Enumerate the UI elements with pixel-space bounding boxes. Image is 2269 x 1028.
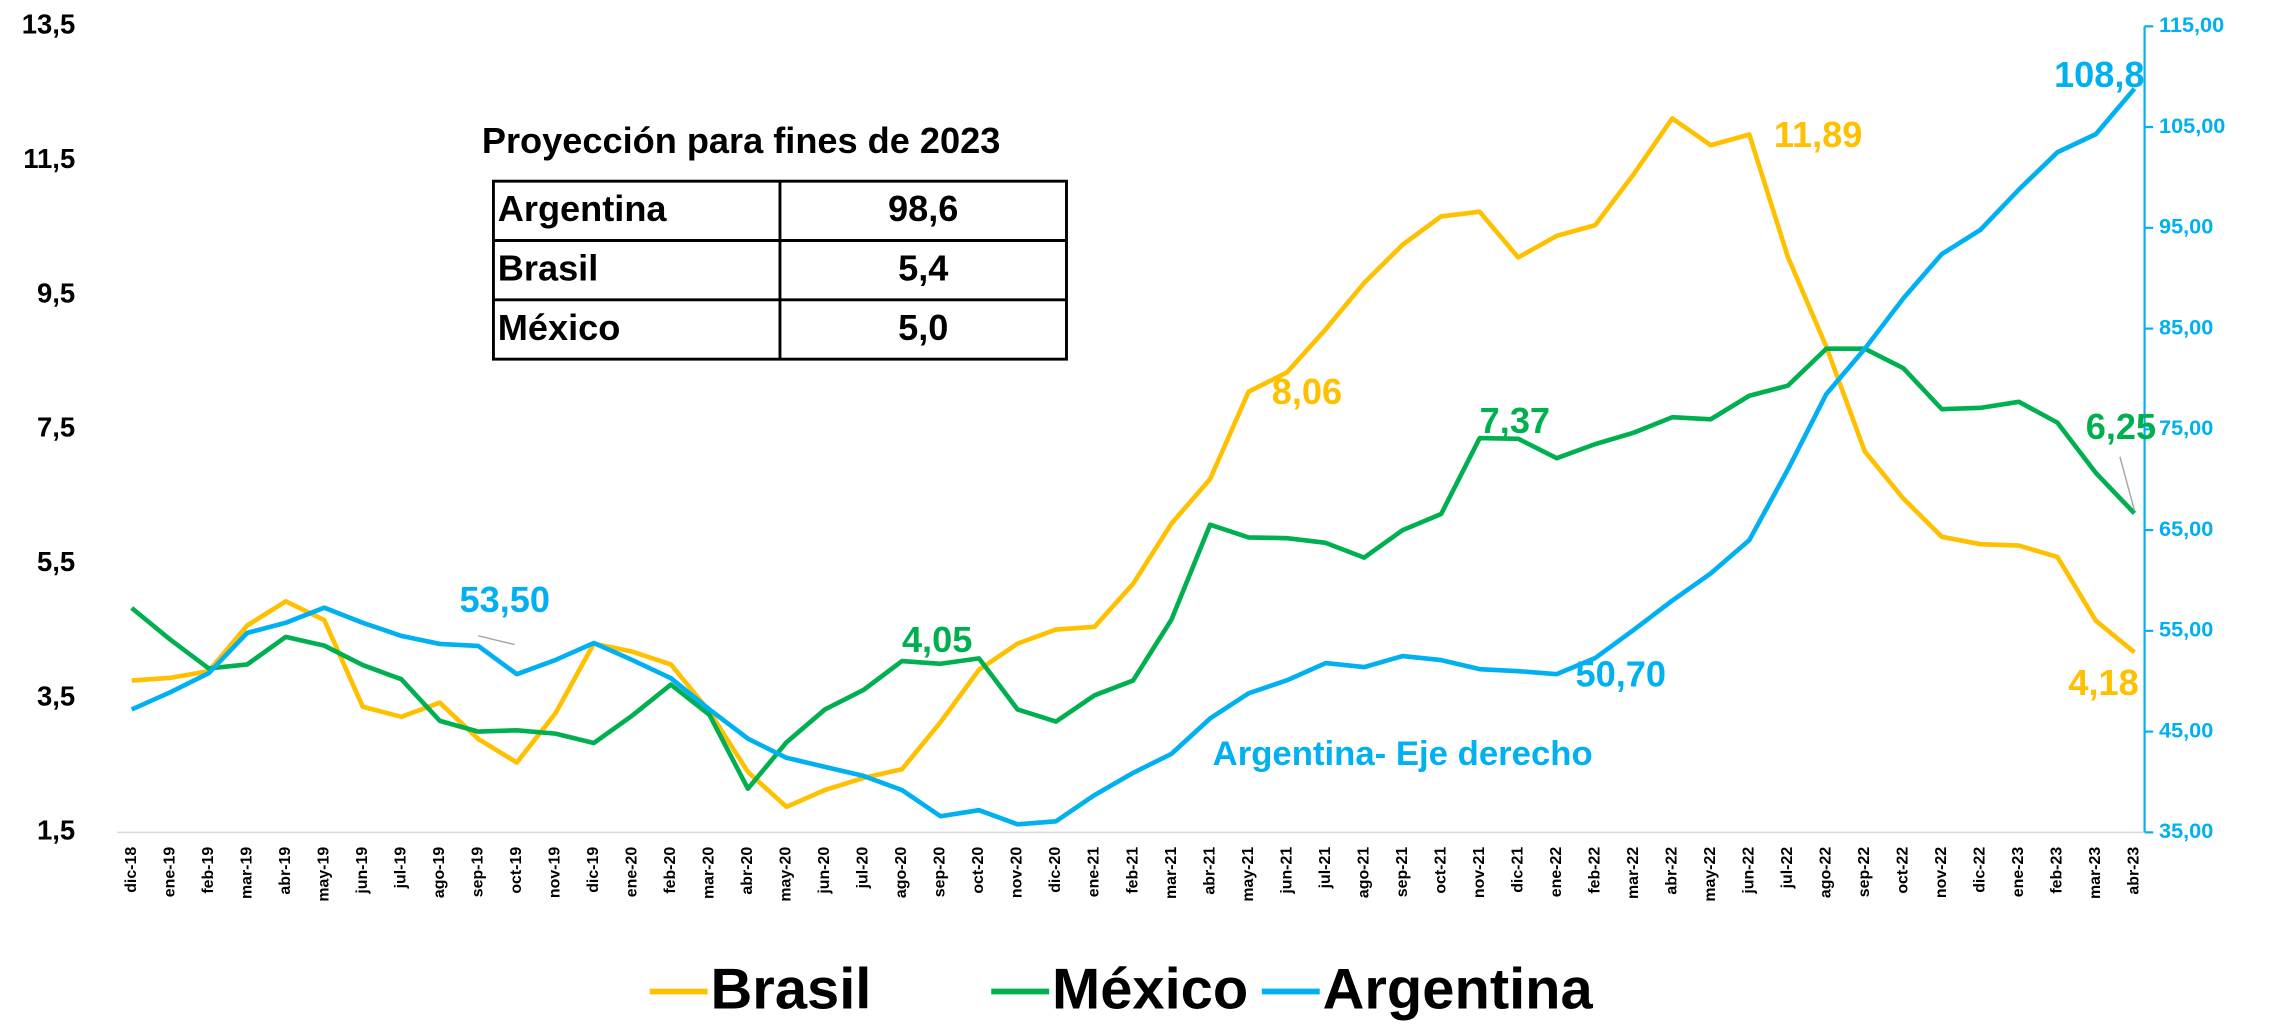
x-tick-label: feb-21: [1124, 847, 1141, 894]
series-line: [130, 346, 2137, 792]
x-tick-label: dic-22: [1972, 847, 1989, 893]
y2-tick-label: 75,00: [2159, 415, 2213, 440]
x-tick-label: dic-19: [585, 847, 602, 893]
x-tick-label: jun-20: [816, 847, 833, 895]
data-label: 7,37: [1480, 400, 1550, 441]
data-label: 50,70: [1576, 654, 1666, 695]
x-tick-label: ago-19: [431, 847, 448, 898]
x-tick-label: nov-21: [1471, 847, 1488, 898]
x-tick-label: jul-22: [1779, 847, 1796, 890]
y-tick-label: 5,5: [37, 546, 75, 577]
x-tick-label: ene-20: [624, 847, 641, 898]
y-tick-label: 3,5: [37, 680, 75, 711]
x-tick-label: feb-22: [1586, 847, 1603, 894]
x-tick-label: mar-22: [1625, 847, 1642, 899]
table-cell: Brasil: [498, 247, 598, 288]
x-tick-label: sep-21: [1394, 847, 1411, 898]
table-title: Proyección para fines de 2023: [482, 120, 1001, 161]
series-line: [131, 116, 2136, 810]
x-tick-label: oct-22: [1895, 847, 1912, 894]
data-label: 6,25: [2086, 406, 2156, 447]
y-tick-label: 7,5: [37, 412, 75, 443]
data-label: 4,18: [2068, 662, 2138, 703]
data-label: 53,50: [459, 579, 549, 620]
y-tick-label: 13,5: [22, 9, 76, 40]
series-line: [130, 87, 2137, 827]
x-tick-label: ene-22: [1548, 847, 1565, 898]
x-tick-label: mar-21: [1163, 847, 1180, 899]
table: [492, 179, 1068, 361]
y-tick-label: 1,5: [37, 815, 75, 846]
x-tick-label: abr-22: [1663, 847, 1680, 895]
x-tick-label: may-20: [778, 847, 795, 902]
x-tick-label: jun-22: [1740, 847, 1757, 895]
x-tick-label: feb-20: [662, 847, 679, 894]
x-tick-label: sep-22: [1856, 847, 1873, 898]
data-label: 4,05: [902, 619, 972, 660]
y2-tick-label: 95,00: [2159, 214, 2213, 239]
y2-tick-label: 35,00: [2159, 818, 2213, 843]
data-label: 108,8: [2054, 54, 2144, 95]
table-cell: México: [498, 307, 621, 348]
x-tick-label: ene-19: [161, 847, 178, 898]
data-label: 11,89: [1774, 114, 1862, 155]
x-tick-label: jun-21: [1278, 847, 1295, 895]
x-tick-label: ene-23: [2010, 847, 2027, 898]
legend-label: Brasil: [711, 957, 872, 1021]
y2-tick-label: 115,00: [2159, 12, 2224, 37]
x-tick-label: feb-23: [2049, 847, 2066, 894]
x-tick-label: dic-21: [1509, 847, 1526, 893]
y-tick-label: 11,5: [23, 143, 75, 174]
y2-tick-label: 55,00: [2159, 617, 2213, 642]
leader-line: [2119, 456, 2136, 511]
x-tick-label: feb-19: [200, 847, 217, 894]
x-tick-label: abr-23: [2126, 847, 2143, 895]
x-tick-label: oct-19: [508, 847, 525, 894]
x-tick-label: nov-19: [547, 847, 564, 898]
x-tick-label: may-21: [1240, 847, 1257, 902]
x-tick-label: mar-19: [238, 847, 255, 899]
x-tick-label: dic-20: [1047, 847, 1064, 893]
x-tick-label: ago-21: [1355, 847, 1372, 898]
x-tick-label: ago-20: [893, 847, 910, 898]
y2-tick-label: 85,00: [2159, 314, 2213, 339]
table-cell: 98,6: [888, 188, 958, 229]
x-tick-label: mar-20: [701, 847, 718, 899]
table-cell: 5,4: [898, 247, 948, 288]
x-tick-label: abr-19: [277, 847, 294, 895]
x-tick-label: oct-20: [970, 847, 987, 894]
x-tick-label: nov-20: [1009, 847, 1026, 898]
x-tick-label: nov-22: [1933, 847, 1950, 898]
x-tick-label: ene-21: [1086, 847, 1103, 898]
legend-label: Argentina: [1323, 957, 1594, 1021]
x-tick-label: may-19: [315, 847, 332, 902]
x-tick-label: dic-18: [123, 847, 140, 893]
leader-line: [478, 635, 515, 646]
y2-tick-label: 45,00: [2159, 717, 2213, 742]
x-tick-label: ago-22: [1818, 847, 1835, 898]
y-tick-label: 9,5: [37, 277, 75, 308]
table-cell: Argentina: [498, 188, 668, 229]
x-tick-label: jul-21: [1317, 847, 1334, 890]
table-cell: 5,0: [898, 307, 948, 348]
y2-tick-label: 65,00: [2159, 516, 2213, 541]
x-tick-label: mar-23: [2087, 847, 2104, 899]
x-tick-label: may-22: [1702, 847, 1719, 902]
x-tick-label: abr-21: [1201, 847, 1218, 895]
data-label: 8,06: [1272, 371, 1342, 412]
x-tick-label: jun-19: [354, 847, 371, 895]
x-tick-label: sep-20: [932, 847, 949, 898]
x-tick-label: oct-21: [1432, 847, 1449, 894]
x-tick-label: abr-20: [739, 847, 756, 895]
x-tick-label: jul-20: [855, 847, 872, 890]
legend-label: México: [1052, 957, 1248, 1021]
y2-tick-label: 105,00: [2159, 113, 2225, 138]
x-tick-label: jul-19: [392, 847, 409, 890]
annotation: Argentina- Eje derecho: [1213, 735, 1593, 773]
x-tick-label: sep-19: [470, 847, 487, 898]
